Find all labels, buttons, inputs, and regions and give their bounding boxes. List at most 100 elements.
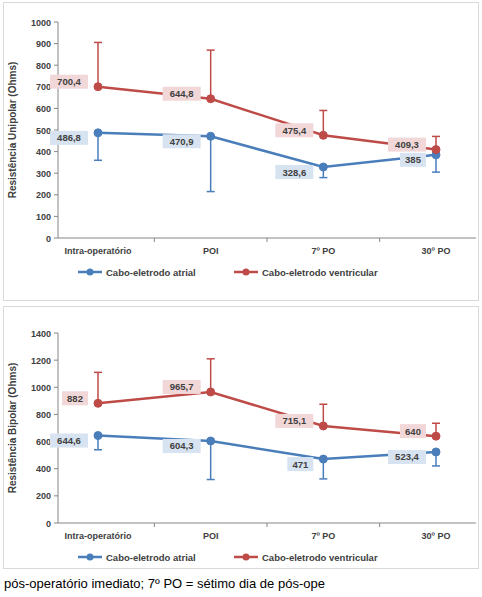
chart-frame bbox=[4, 3, 479, 301]
y-tick bbox=[54, 22, 58, 23]
data-label: 644,6 bbox=[57, 435, 81, 446]
data-label-box bbox=[287, 457, 313, 471]
data-label-box bbox=[400, 424, 426, 438]
chart-frame bbox=[4, 307, 479, 569]
x-tick-label: 7º PO bbox=[311, 531, 335, 541]
data-label-box bbox=[388, 138, 426, 152]
y-tick-label: 1000 bbox=[31, 18, 51, 28]
y-tick bbox=[54, 65, 58, 66]
point-marker bbox=[207, 95, 215, 103]
data-label-box bbox=[163, 87, 201, 101]
y-tick-label: 400 bbox=[36, 147, 51, 157]
y-tick bbox=[54, 387, 58, 388]
point-marker bbox=[94, 399, 102, 407]
data-labels: 486,8470,9328,6385700,4644,8475,4409,3 bbox=[50, 75, 426, 179]
x-tick bbox=[267, 523, 268, 527]
error-stem bbox=[210, 136, 212, 191]
error-cap bbox=[207, 479, 215, 481]
legend: Cabo-eletrodo atrialCabo-eletrodo ventri… bbox=[78, 552, 378, 563]
point-marker bbox=[432, 146, 440, 154]
y-axis bbox=[58, 333, 59, 523]
x-tick-label: 30º PO bbox=[422, 246, 451, 256]
error-stem bbox=[97, 42, 99, 86]
point-marker bbox=[432, 432, 440, 440]
x-tick-label: 30º PO bbox=[422, 531, 451, 541]
x-tick bbox=[154, 523, 155, 527]
y-tick bbox=[54, 523, 58, 524]
error-cap bbox=[319, 478, 327, 480]
data-label: 470,9 bbox=[170, 136, 194, 147]
x-tick bbox=[154, 238, 155, 242]
error-cap bbox=[207, 49, 215, 51]
data-label: 486,8 bbox=[57, 132, 81, 143]
data-label-box bbox=[388, 450, 426, 464]
error-cap bbox=[94, 42, 102, 44]
error-cap bbox=[207, 191, 215, 193]
y-tick bbox=[54, 238, 58, 239]
point-marker bbox=[207, 437, 215, 445]
data-label: 475,4 bbox=[282, 125, 306, 136]
data-label-box bbox=[50, 434, 88, 448]
y-tick bbox=[54, 173, 58, 174]
legend-label: Cabo-eletrodo ventricular bbox=[262, 267, 378, 278]
data-label: 328,6 bbox=[282, 167, 306, 178]
error-cap bbox=[319, 177, 327, 179]
y-tick-label: 800 bbox=[36, 410, 51, 420]
point-marker bbox=[207, 388, 215, 396]
y-tick-label: 1400 bbox=[31, 329, 51, 339]
y-tick-label: 0 bbox=[46, 519, 51, 529]
data-labels: 644,6604,3471523,4882965,7715,1640 bbox=[50, 380, 426, 471]
data-label: 700,4 bbox=[57, 76, 81, 87]
y-tick-label: 600 bbox=[36, 104, 51, 114]
point-marker bbox=[319, 163, 327, 171]
y-tick bbox=[54, 108, 58, 109]
plot-area bbox=[94, 42, 440, 191]
y-tick-label: 300 bbox=[36, 169, 51, 179]
legend-marker bbox=[87, 269, 94, 276]
legend-label: Cabo-eletrodo atrial bbox=[106, 552, 196, 563]
data-label-box bbox=[163, 134, 201, 148]
y-axis-title: Resistência Bipolar (Ohms) bbox=[7, 363, 18, 494]
figure: 01002003004005006007008009001000Intra-op… bbox=[0, 0, 482, 597]
error-bar bbox=[207, 359, 215, 392]
data-label: 640 bbox=[405, 426, 421, 437]
data-label: 409,3 bbox=[395, 139, 419, 150]
y-tick-label: 0 bbox=[46, 234, 51, 244]
series-line bbox=[98, 87, 436, 150]
error-stem bbox=[97, 372, 99, 403]
legend-marker bbox=[87, 554, 94, 561]
y-tick-label: 200 bbox=[36, 491, 51, 501]
plot-area bbox=[94, 359, 440, 480]
data-label: 385 bbox=[405, 154, 422, 165]
y-tick-label: 200 bbox=[36, 190, 51, 200]
error-cap bbox=[94, 160, 102, 162]
error-cap bbox=[319, 110, 327, 112]
x-tick-label: Intra-operatório bbox=[64, 531, 132, 541]
y-tick-label: 1200 bbox=[31, 356, 51, 366]
y-tick bbox=[54, 360, 58, 361]
series-line bbox=[98, 133, 436, 167]
y-tick bbox=[54, 216, 58, 217]
data-label: 882 bbox=[67, 393, 83, 404]
data-label-box bbox=[50, 75, 88, 89]
point-marker bbox=[207, 132, 215, 140]
point-marker bbox=[94, 129, 102, 137]
x-tick-label: 7º PO bbox=[311, 246, 335, 256]
y-tick bbox=[54, 468, 58, 469]
error-stem bbox=[210, 50, 212, 99]
data-label-box bbox=[400, 153, 426, 167]
error-cap bbox=[432, 171, 440, 173]
x-tick-label: Intra-operatório bbox=[64, 246, 132, 256]
error-bar bbox=[207, 50, 215, 99]
y-axis-title: Resistência Unipolar (Ohms) bbox=[7, 62, 18, 199]
y-tick bbox=[54, 194, 58, 195]
y-tick-label: 500 bbox=[36, 126, 51, 136]
y-tick bbox=[54, 43, 58, 44]
x-tick bbox=[379, 523, 380, 527]
error-cap bbox=[94, 449, 102, 451]
data-label-box bbox=[163, 439, 201, 453]
legend-label: Cabo-eletrodo atrial bbox=[106, 267, 196, 278]
chart-panel: 0200400600800100012001400Intra-operatóri… bbox=[4, 307, 479, 569]
data-label-box bbox=[50, 131, 88, 145]
legend-marker bbox=[243, 269, 250, 276]
